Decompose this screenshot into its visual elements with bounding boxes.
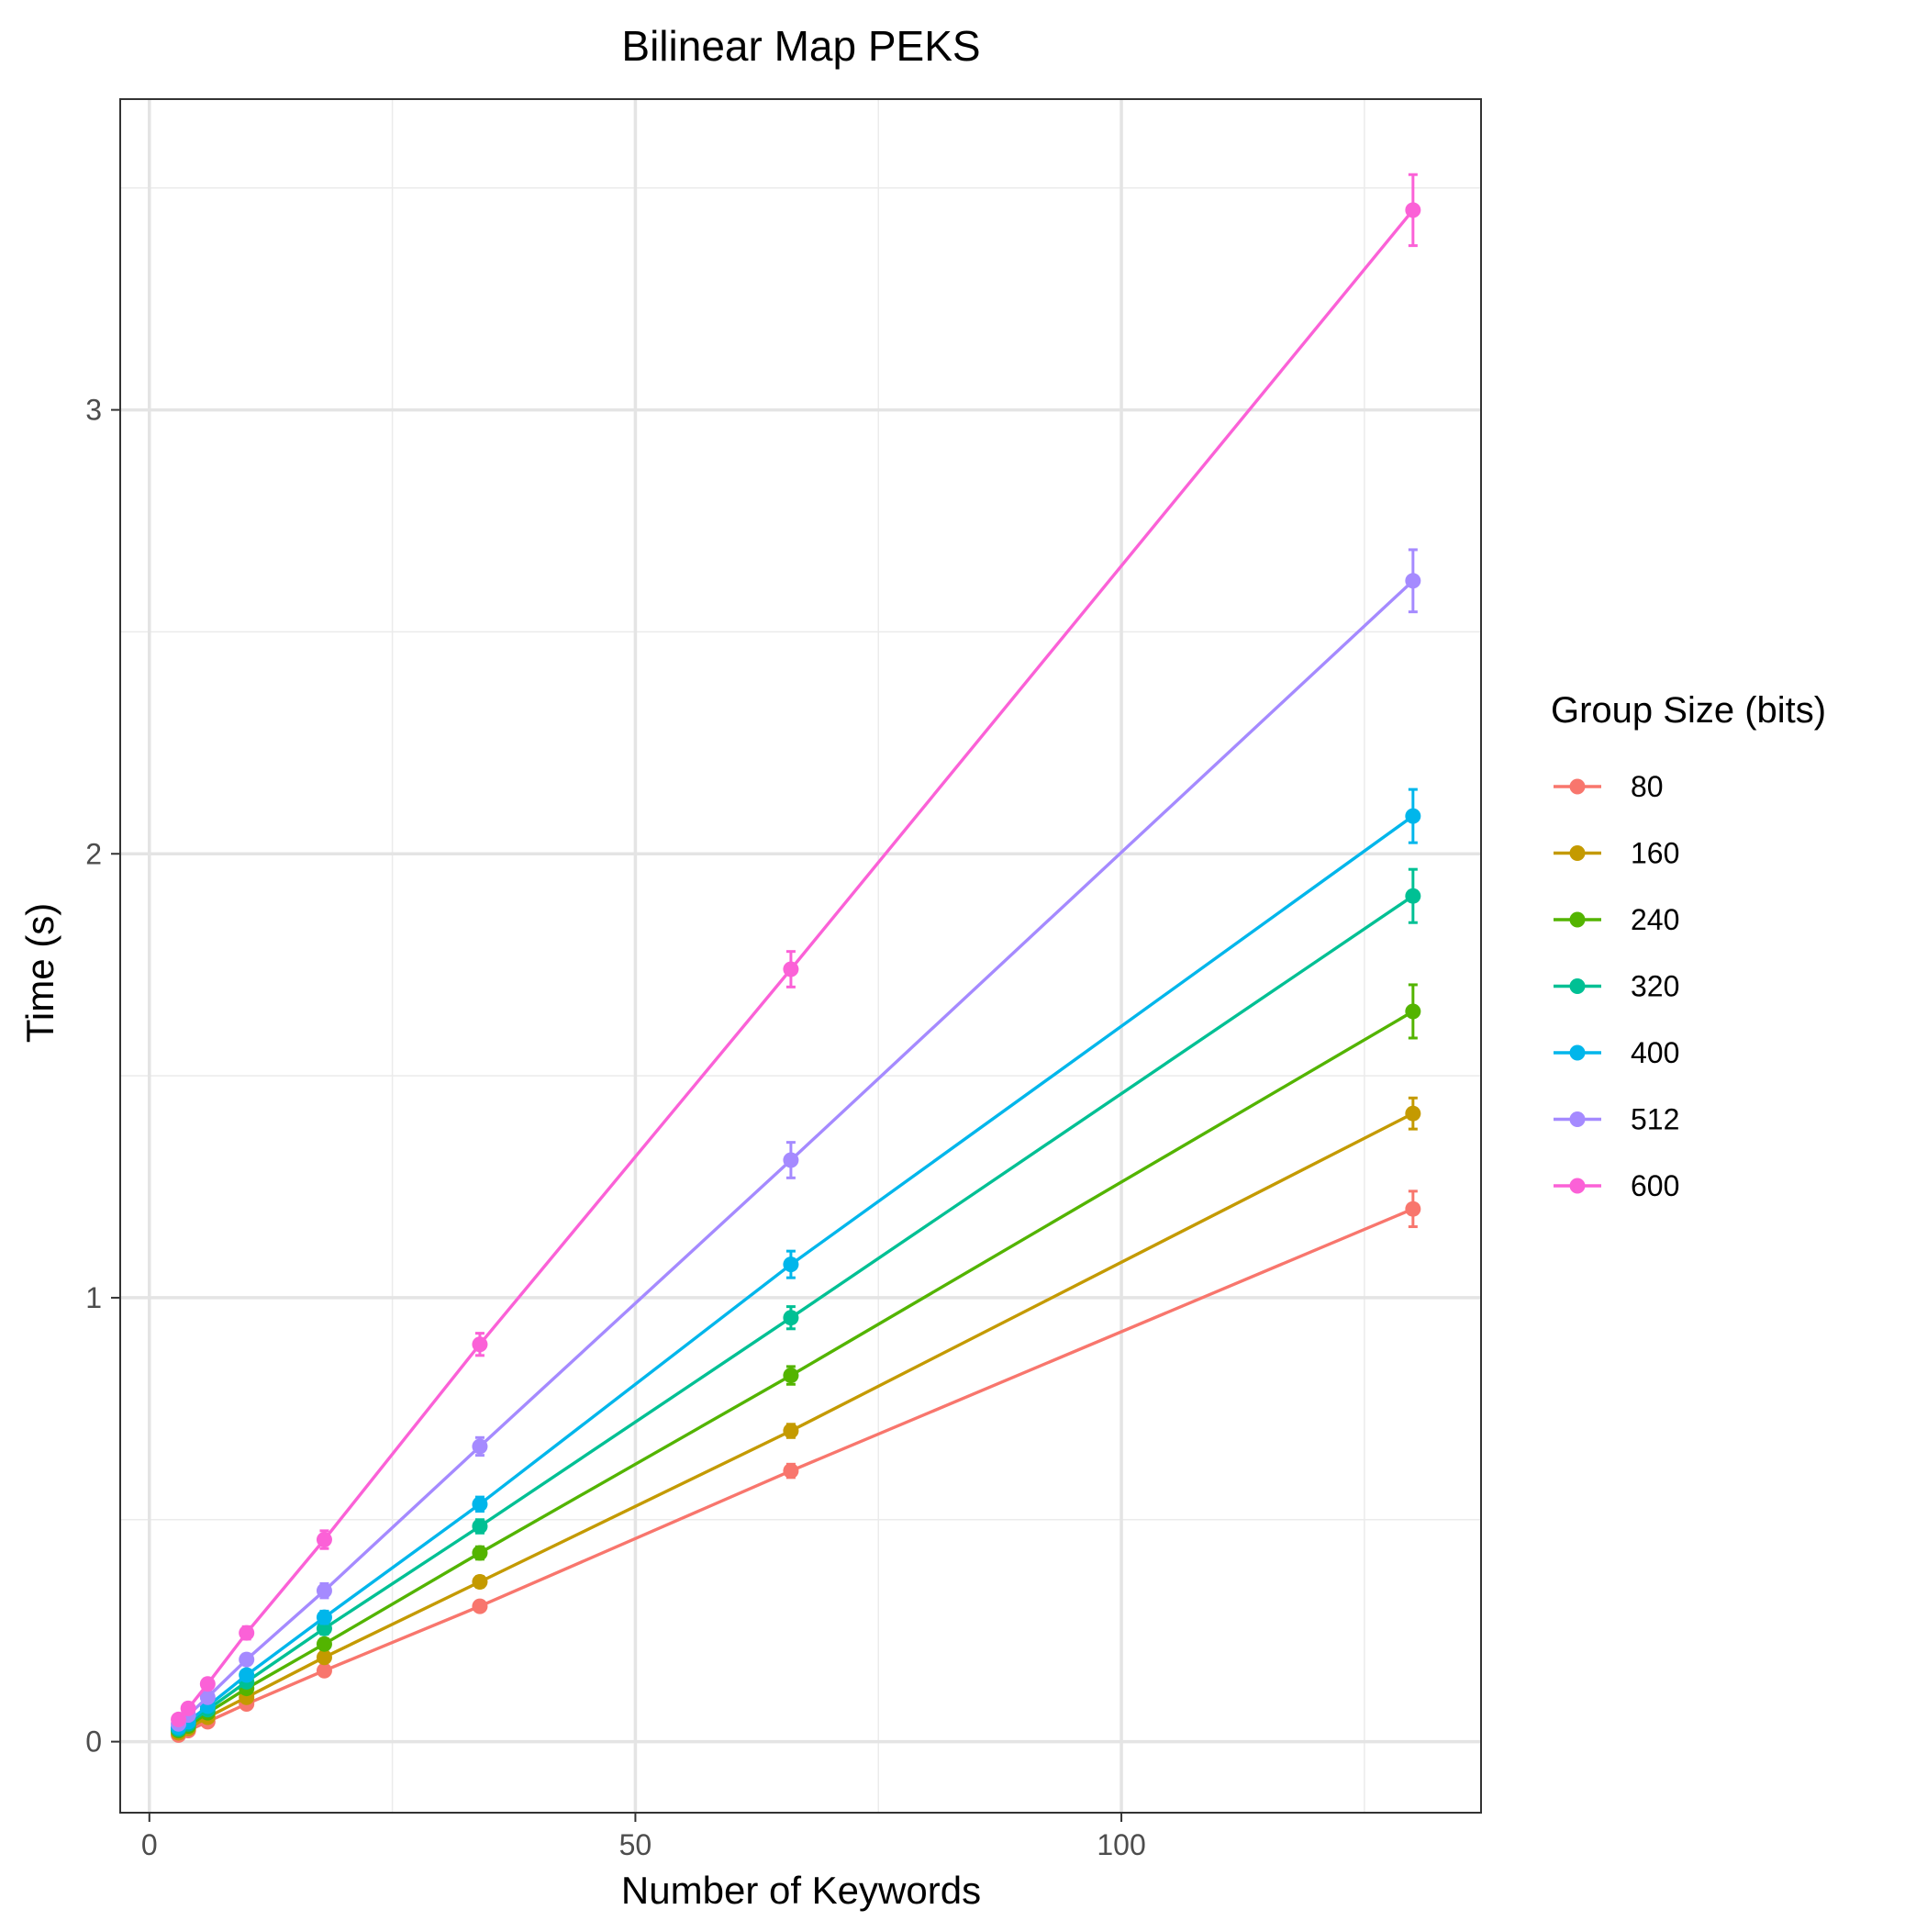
data-point-400 [316, 1609, 332, 1625]
y-tick-label: 0 [85, 1725, 102, 1759]
data-point-80 [316, 1662, 332, 1679]
data-point-400 [472, 1496, 488, 1513]
data-point-400 [783, 1256, 799, 1273]
legend-key-point-400 [1569, 1044, 1586, 1061]
data-point-160 [316, 1649, 332, 1666]
data-point-320 [783, 1310, 799, 1326]
legend-label-600: 600 [1631, 1169, 1679, 1202]
data-point-512 [316, 1582, 332, 1599]
data-point-600 [1405, 202, 1421, 218]
legend: 80 160 240 320 400 512 600 [1554, 770, 1679, 1202]
x-tick-label: 0 [141, 1828, 158, 1861]
data-point-512 [239, 1651, 255, 1668]
legend-label-400: 400 [1631, 1036, 1679, 1069]
legend-key-point-600 [1569, 1178, 1586, 1194]
data-point-600 [783, 961, 799, 977]
data-point-512 [1405, 573, 1421, 589]
data-point-512 [199, 1689, 216, 1705]
data-point-400 [1405, 808, 1421, 824]
legend-key-point-320 [1569, 978, 1586, 994]
data-point-600 [180, 1700, 196, 1716]
legend-label-80: 80 [1631, 770, 1664, 803]
x-tick-label: 100 [1097, 1828, 1145, 1861]
y-tick-label: 3 [85, 394, 102, 427]
x-tick-label: 50 [619, 1828, 652, 1861]
y-tick-label: 2 [85, 837, 102, 870]
data-point-512 [472, 1438, 488, 1455]
data-point-400 [239, 1667, 255, 1683]
data-point-240 [1405, 1003, 1421, 1020]
data-point-240 [783, 1368, 799, 1384]
plot-area: 0 50 100 0 1 2 3 [85, 98, 1482, 1861]
legend-label-320: 320 [1631, 970, 1679, 1003]
legend-title: Group Size (bits) [1551, 690, 1826, 731]
x-axis-title: Number of Keywords [621, 1869, 981, 1912]
data-point-80 [1405, 1201, 1421, 1217]
plot-panel-border [119, 98, 1482, 1814]
legend-label-160: 160 [1631, 837, 1679, 870]
data-point-320 [472, 1518, 488, 1535]
legend-key-point-240 [1569, 911, 1586, 928]
legend-key-point-512 [1569, 1111, 1586, 1127]
legend-key-point-80 [1569, 778, 1586, 795]
data-point-160 [783, 1423, 799, 1439]
data-point-600 [239, 1625, 255, 1641]
y-tick-label: 1 [85, 1281, 102, 1314]
data-point-600 [199, 1676, 216, 1692]
data-point-80 [783, 1463, 799, 1480]
data-point-600 [171, 1711, 187, 1727]
legend-key-point-160 [1569, 845, 1586, 861]
data-point-240 [472, 1545, 488, 1561]
data-point-160 [472, 1573, 488, 1590]
data-point-160 [1405, 1105, 1421, 1122]
data-point-600 [316, 1532, 332, 1548]
legend-label-512: 512 [1631, 1103, 1679, 1136]
chart-title: Bilinear Map PEKS [621, 22, 980, 70]
data-point-240 [316, 1636, 332, 1652]
y-axis-title: Time (s) [18, 903, 61, 1043]
data-point-512 [783, 1152, 799, 1168]
data-point-600 [472, 1336, 488, 1353]
data-point-80 [472, 1598, 488, 1614]
legend-label-240: 240 [1631, 903, 1679, 936]
data-point-320 [1405, 888, 1421, 904]
